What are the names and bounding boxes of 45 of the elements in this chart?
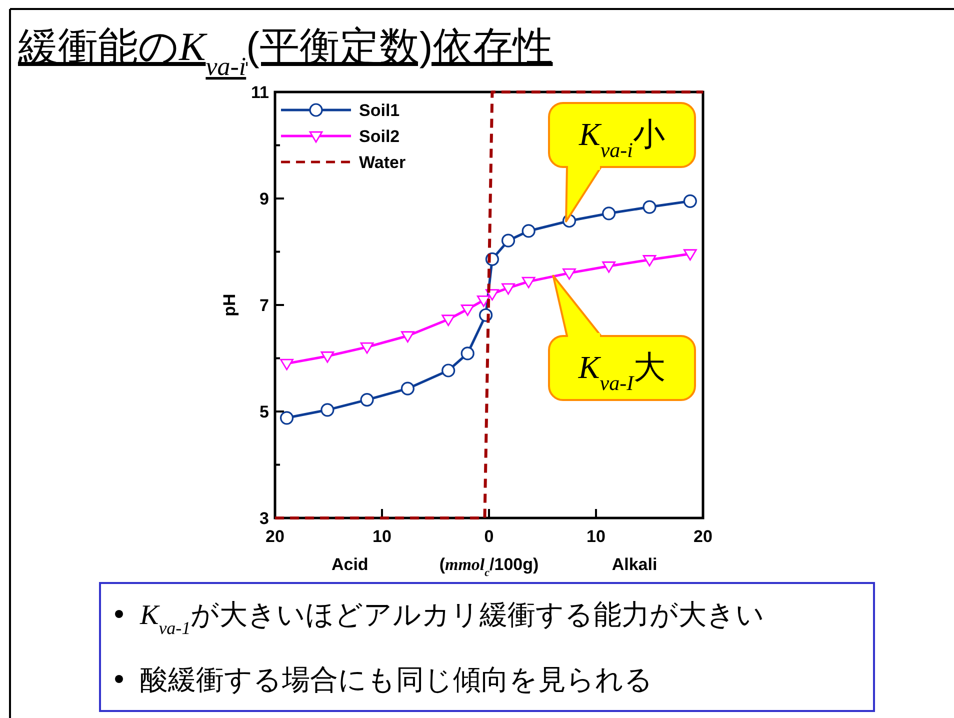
annotation: K$_{va-i}$小 — [578, 116, 665, 162]
point — [476, 296, 490, 307]
y-tick-label: 7 — [260, 296, 269, 315]
point — [400, 331, 414, 343]
point — [400, 382, 414, 396]
point — [442, 364, 456, 378]
point — [460, 304, 474, 316]
point — [602, 261, 616, 273]
text: K$_{va-1}$が大きいほどアルカリ緩衝する能力が大きい — [139, 599, 765, 638]
legend-label: Water — [359, 152, 406, 172]
point — [460, 346, 474, 360]
point — [502, 283, 515, 295]
y-tick-label: 9 — [260, 189, 269, 208]
point — [442, 314, 456, 326]
point — [642, 200, 656, 214]
text: Alkali — [612, 555, 658, 574]
point — [642, 255, 656, 266]
point — [280, 358, 294, 370]
y-tick-label: 11 — [251, 82, 269, 102]
point — [522, 224, 536, 238]
legend-label: Soil1 — [359, 100, 400, 120]
point — [683, 194, 697, 208]
point — [562, 268, 576, 280]
point — [522, 276, 536, 288]
text: 酸緩衝する場合にも同じ傾向を見られる — [140, 664, 653, 695]
x-tick-label: 10 — [586, 527, 606, 546]
text: Acid — [331, 555, 368, 574]
x-tick-label: 0 — [484, 527, 494, 546]
point — [280, 411, 294, 425]
point — [683, 249, 697, 261]
y-tick-label: 5 — [260, 402, 269, 422]
point — [602, 206, 616, 220]
point — [501, 234, 516, 248]
point — [320, 351, 334, 363]
legend-label: Soil2 — [359, 126, 400, 146]
y-tick-label: 3 — [260, 508, 269, 528]
x-axis-title: (mmol$_{c}$/100g) — [439, 555, 539, 579]
y-axis-title: pH — [220, 294, 239, 316]
x-tick-label: 10 — [372, 527, 392, 546]
annotation: K$_{va-I}$大 — [577, 349, 666, 395]
point — [320, 403, 334, 417]
x-tick-label: 20 — [694, 527, 712, 546]
x-tick-label: 20 — [266, 527, 284, 546]
point — [360, 392, 374, 407]
point — [360, 342, 374, 354]
